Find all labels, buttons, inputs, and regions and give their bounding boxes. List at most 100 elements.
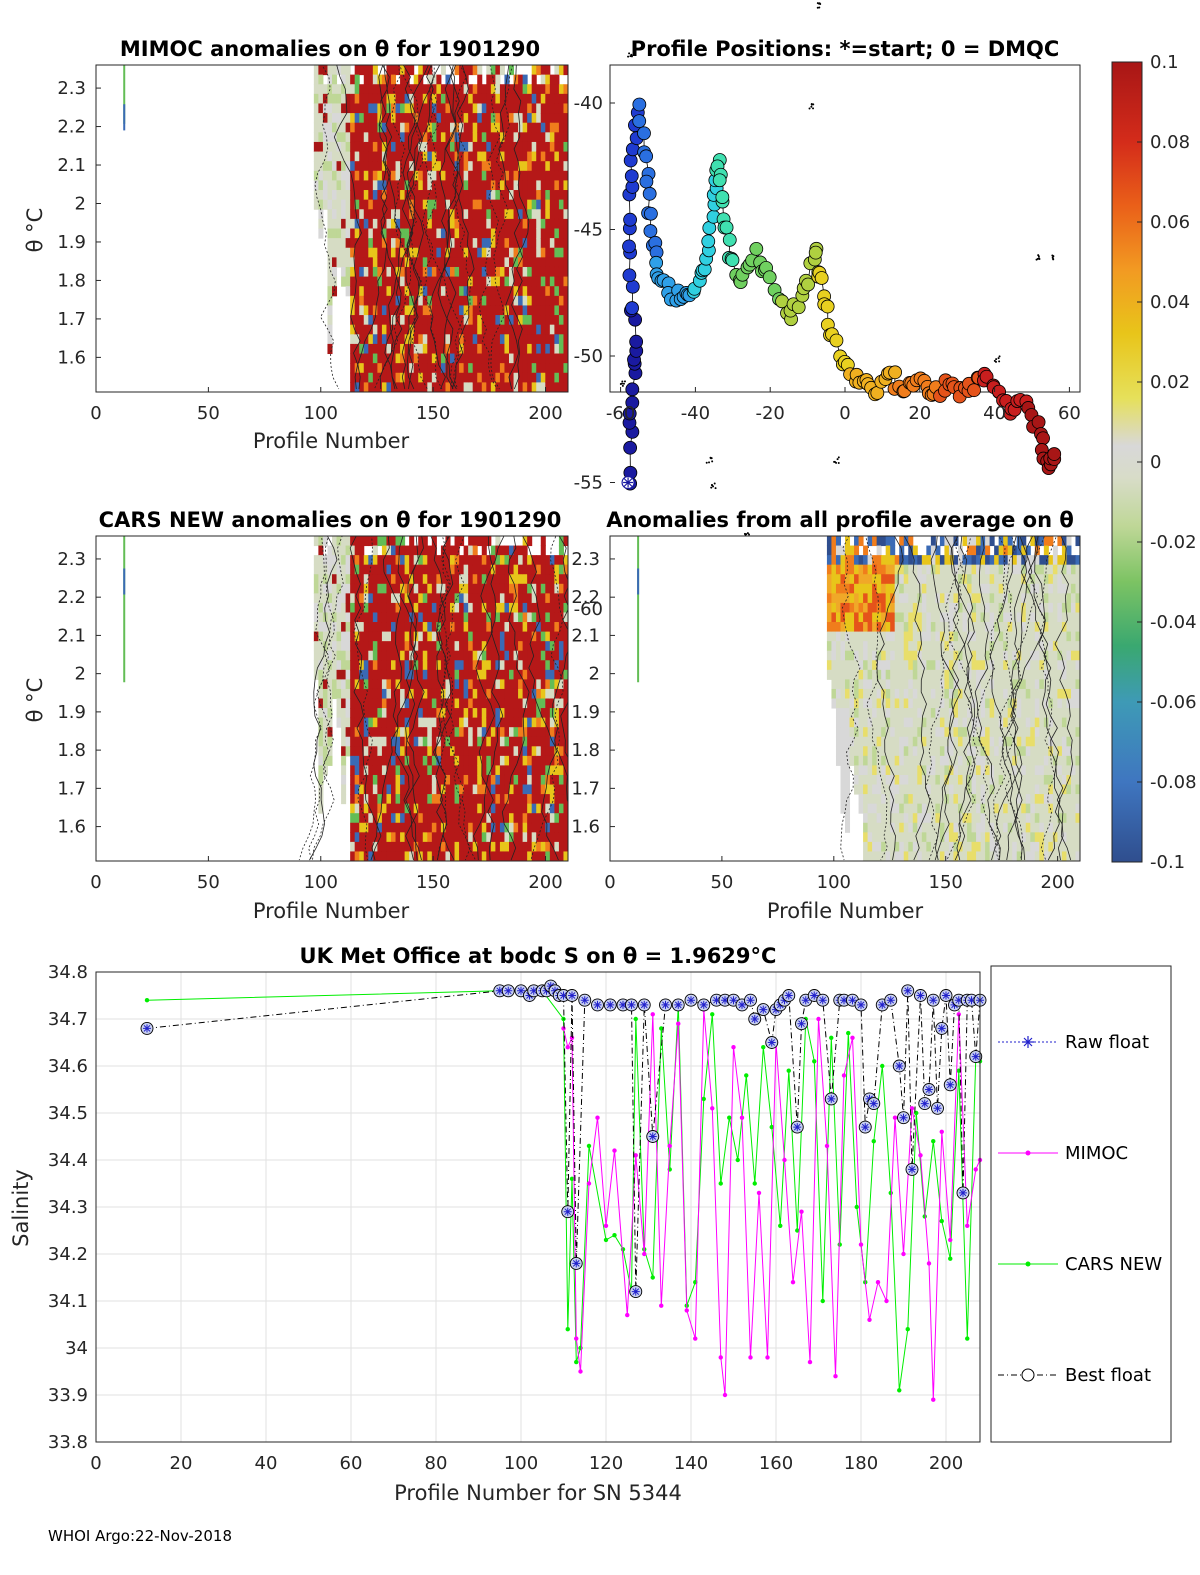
colorbar-tick-label: -0.1 bbox=[1150, 852, 1185, 873]
heat-cell bbox=[477, 851, 483, 861]
heat-cell bbox=[454, 746, 460, 757]
heat-cell bbox=[359, 315, 365, 326]
heat-cell bbox=[400, 228, 406, 239]
heat-cell bbox=[445, 660, 451, 671]
heat-cell bbox=[545, 315, 551, 326]
heat-cell bbox=[391, 784, 397, 795]
heat-cell bbox=[468, 266, 474, 278]
heat-cell bbox=[463, 641, 469, 652]
heat-cell bbox=[477, 74, 483, 85]
heat-cell bbox=[835, 650, 841, 661]
heat-cell bbox=[418, 74, 424, 85]
heat-cell bbox=[935, 574, 941, 585]
heat-cell bbox=[536, 170, 542, 181]
heat-cell bbox=[454, 372, 460, 383]
heat-cell bbox=[336, 257, 342, 268]
heat-cell bbox=[445, 132, 451, 143]
heat-cell bbox=[440, 717, 446, 728]
heat-cell bbox=[948, 784, 954, 795]
heat-cell bbox=[536, 372, 542, 383]
heat-cell bbox=[313, 622, 319, 633]
heat-cell bbox=[386, 295, 392, 306]
heat-cell bbox=[463, 679, 469, 690]
heat-cell bbox=[558, 151, 564, 162]
heat-cell bbox=[463, 122, 469, 133]
heat-cell bbox=[350, 708, 356, 719]
heat-cell bbox=[418, 784, 424, 795]
heat-cell bbox=[381, 122, 387, 133]
heat-cell bbox=[391, 602, 397, 613]
heat-cell bbox=[531, 266, 537, 278]
heat-cell bbox=[935, 727, 941, 738]
heat-cell bbox=[518, 151, 524, 162]
heat-cell bbox=[854, 583, 860, 594]
heat-cell bbox=[313, 612, 319, 623]
contour-line bbox=[421, 65, 466, 390]
heat-cell bbox=[418, 650, 424, 661]
heat-cell bbox=[450, 574, 456, 585]
heat-cell bbox=[845, 612, 851, 623]
heat-cell bbox=[341, 536, 347, 547]
heat-cell bbox=[894, 660, 900, 671]
heat-cell bbox=[908, 545, 914, 556]
heat-cell bbox=[468, 698, 474, 709]
heat-cell bbox=[831, 669, 837, 680]
heat-cell bbox=[459, 353, 465, 364]
heat-cell bbox=[368, 93, 374, 104]
heat-cell bbox=[899, 708, 905, 719]
heat-cell bbox=[341, 650, 347, 661]
heat-cell bbox=[381, 574, 387, 585]
heat-cell bbox=[377, 103, 383, 114]
profile-position-marker bbox=[725, 253, 740, 267]
heat-cell bbox=[944, 746, 950, 757]
heat-cell bbox=[513, 851, 519, 861]
heat-cell bbox=[953, 650, 959, 661]
heat-cell bbox=[481, 190, 487, 201]
heat-cell bbox=[894, 765, 900, 776]
heat-cell bbox=[499, 583, 505, 594]
heat-cell bbox=[926, 736, 932, 747]
heat-cell bbox=[345, 132, 351, 143]
heat-cell bbox=[459, 794, 465, 805]
heat-cell bbox=[935, 794, 941, 805]
heat-cell bbox=[935, 679, 941, 690]
heat-cell bbox=[545, 218, 551, 229]
heat-cell bbox=[463, 199, 469, 210]
heat-cell bbox=[540, 151, 546, 162]
heat-cell bbox=[944, 602, 950, 613]
heat-cell bbox=[563, 736, 568, 747]
heat-cell bbox=[881, 708, 887, 719]
heat-cell bbox=[400, 794, 406, 805]
heat-cell bbox=[459, 555, 465, 566]
heat-cell bbox=[957, 746, 963, 757]
heat-cell bbox=[440, 151, 446, 162]
heat-cell bbox=[531, 132, 537, 143]
heat-cell bbox=[400, 238, 406, 249]
heat-cell bbox=[418, 727, 424, 738]
heat-cell bbox=[454, 353, 460, 364]
heat-cell bbox=[540, 622, 546, 633]
heat-cell bbox=[468, 305, 474, 316]
heat-cell bbox=[554, 305, 560, 316]
heat-cell bbox=[477, 822, 483, 833]
heat-cell bbox=[527, 113, 533, 124]
heat-cell bbox=[545, 774, 551, 786]
heat-cell bbox=[513, 74, 519, 85]
heat-cell bbox=[431, 84, 437, 95]
heat-cell bbox=[867, 593, 873, 604]
heat-cell bbox=[418, 84, 424, 95]
heat-cell bbox=[554, 765, 560, 776]
heat-cell bbox=[495, 122, 501, 133]
heat-cell bbox=[459, 622, 465, 633]
profile-position-marker bbox=[808, 245, 823, 260]
heat-cell bbox=[881, 717, 887, 728]
heat-cell bbox=[499, 794, 505, 805]
heat-cell bbox=[341, 65, 347, 76]
heat-cell bbox=[391, 650, 397, 661]
heat-cell bbox=[840, 555, 846, 566]
heat-cell bbox=[481, 660, 487, 671]
mimoc-heatmap bbox=[123, 65, 568, 392]
heat-cell bbox=[531, 334, 537, 345]
heat-cell bbox=[372, 774, 378, 786]
heat-cell bbox=[948, 631, 954, 642]
